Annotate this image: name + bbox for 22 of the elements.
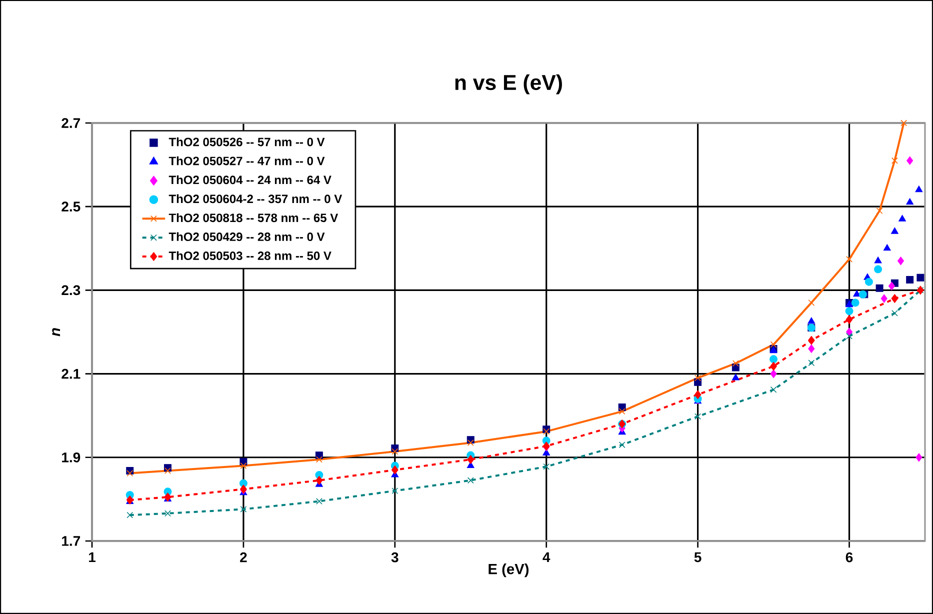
- y-axis-title: n: [52, 328, 60, 336]
- x-tick-label: 1: [88, 552, 96, 562]
- y-tick-label: 2.1: [62, 368, 80, 379]
- y-tick-label: 1.7: [62, 536, 80, 546]
- legend-label: ThO2 050604 -- 24 nm -- 64 V: [168, 175, 332, 184]
- x-tick-label: 2: [240, 552, 247, 562]
- x-tick-label: 4: [542, 552, 550, 562]
- legend-label: ThO2 050429 -- 28 nm -- 0 V: [168, 232, 325, 242]
- chart-title: n vs E (eV): [455, 74, 562, 94]
- y-tick-label: 1.9: [62, 452, 80, 462]
- x-tick-label: 5: [694, 552, 702, 562]
- legend-label: ThO2 050527 -- 47 nm -- 0 V: [168, 156, 325, 166]
- legend-label: ThO2 050604-2 -- 357 nm -- 0 V: [168, 194, 342, 204]
- y-tick-label: 2.7: [62, 118, 80, 128]
- legend-label: ThO2 050526 -- 57 nm -- 0 V: [168, 137, 325, 146]
- y-tick-label: 2.5: [62, 202, 80, 212]
- legend-label: ThO2 050503 -- 28 nm -- 50 V: [168, 251, 332, 260]
- x-tick-label: 3: [391, 552, 398, 562]
- y-tick-label: 2.3: [62, 285, 80, 296]
- x-axis-title: E (eV): [488, 563, 529, 578]
- x-tick-label: 6: [846, 552, 853, 562]
- legend-label: ThO2 050818 -- 578 nm -- 65 V: [168, 213, 338, 222]
